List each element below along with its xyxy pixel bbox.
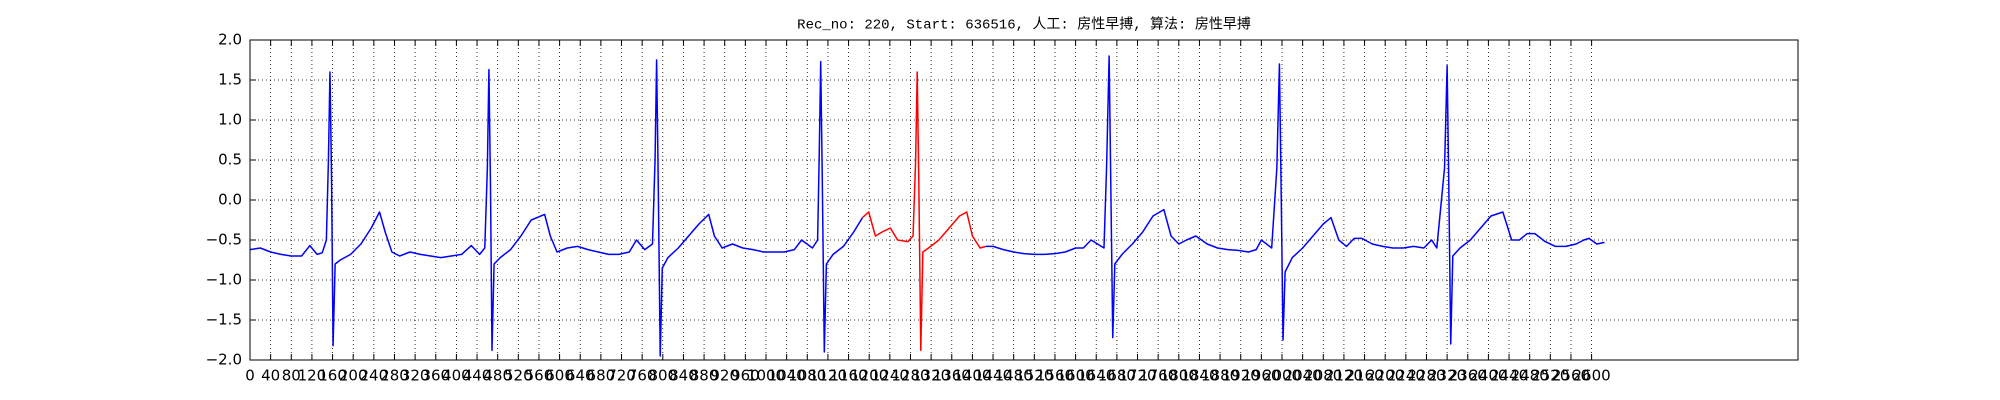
- plot-frame: [249, 39, 1799, 361]
- x-tick-label: 2440: [1490, 367, 1528, 385]
- x-tick-label: 160: [318, 367, 347, 385]
- x-tick-label: 480: [483, 367, 512, 385]
- x-tick-label: 2480: [1511, 367, 1549, 385]
- x-tick-label: 1040: [768, 367, 806, 385]
- x-tick-label: 240: [360, 367, 389, 385]
- x-tick-label: 40: [261, 367, 280, 385]
- x-tick-label: 880: [690, 367, 719, 385]
- x-tick-label: 400: [442, 367, 471, 385]
- y-tick-label: −1.0: [206, 271, 242, 289]
- x-tick-label: 360: [421, 367, 450, 385]
- x-tick-label: 440: [463, 367, 492, 385]
- y-tick-label: −1.5: [206, 311, 242, 329]
- x-tick-label: 640: [566, 367, 595, 385]
- x-tick-label: 2080: [1304, 367, 1342, 385]
- y-tick-label: −0.5: [206, 231, 242, 249]
- y-tick-label: 1.0: [218, 111, 242, 129]
- y-tick-label: −2.0: [206, 351, 242, 369]
- x-tick-label: 1960: [1242, 367, 1280, 385]
- x-tick-label: 840: [669, 367, 698, 385]
- x-tick-label: 1080: [788, 367, 826, 385]
- x-tick-label: 1760: [1139, 367, 1177, 385]
- x-tick-label: 1920: [1222, 367, 1260, 385]
- x-tick-label: 1840: [1180, 367, 1218, 385]
- x-tick-label: 2280: [1407, 367, 1445, 385]
- x-tick-label: 2520: [1531, 367, 1569, 385]
- x-tick-label: 1480: [995, 367, 1033, 385]
- x-tick-label: 120: [298, 367, 327, 385]
- x-tick-label: 1000: [747, 367, 785, 385]
- y-tick-label: 0.0: [218, 191, 242, 209]
- x-tick-label: 600: [545, 367, 574, 385]
- x-tick-label: 1240: [871, 367, 909, 385]
- ecg-line: [249, 55, 1605, 357]
- x-tick-label: 2320: [1428, 367, 1466, 385]
- x-tick-label: 2040: [1284, 367, 1322, 385]
- y-tick-label: 0.5: [218, 151, 242, 169]
- x-tick-label: 1400: [953, 367, 991, 385]
- y-tick-label: 1.5: [218, 71, 242, 89]
- x-tick-label: 960: [731, 367, 760, 385]
- x-tick-label: 2400: [1469, 367, 1507, 385]
- x-tick-label: 1560: [1036, 367, 1074, 385]
- x-tick-label: 1720: [1118, 367, 1156, 385]
- ecg-line: [861, 71, 987, 352]
- x-tick-label: 800: [648, 367, 677, 385]
- x-tick-label: 1200: [850, 367, 888, 385]
- x-tick-label: 280: [380, 367, 409, 385]
- x-tick-label: 920: [710, 367, 739, 385]
- x-tick-label: 0: [245, 367, 255, 385]
- x-tick-label: 1360: [933, 367, 971, 385]
- x-tick-label: 80: [282, 367, 301, 385]
- x-tick-label: 520: [504, 367, 533, 385]
- x-tick-label: 1120: [809, 367, 847, 385]
- x-tick-label: 1160: [829, 367, 867, 385]
- x-tick-label: 1320: [912, 367, 950, 385]
- x-tick-label: 1280: [891, 367, 929, 385]
- x-tick-label: 1520: [1015, 367, 1053, 385]
- x-tick-label: 1800: [1160, 367, 1198, 385]
- x-tick-label: 680: [587, 367, 616, 385]
- x-tick-label: 2240: [1387, 367, 1425, 385]
- x-tick-label: 2560: [1552, 367, 1590, 385]
- x-tick-label: 1880: [1201, 367, 1239, 385]
- x-tick-label: 2000: [1263, 367, 1301, 385]
- x-tick-label: 760: [628, 367, 657, 385]
- x-tick-label: 2600: [1573, 367, 1611, 385]
- x-tick-label: 2120: [1325, 367, 1363, 385]
- x-tick-label: 2360: [1449, 367, 1487, 385]
- y-tick-label: 2.0: [218, 31, 242, 49]
- x-tick-label: 560: [525, 367, 554, 385]
- x-tick-label: 1680: [1098, 367, 1136, 385]
- x-tick-label: 2160: [1345, 367, 1383, 385]
- chart-title: Rec_no: 220, Start: 636516, 人工: 房性早搏, 算法…: [797, 16, 1251, 34]
- x-tick-label: 200: [339, 367, 368, 385]
- x-tick-label: 320: [401, 367, 430, 385]
- x-tick-label: 1600: [1057, 367, 1095, 385]
- x-tick-label: 720: [607, 367, 636, 385]
- x-tick-label: 2200: [1366, 367, 1404, 385]
- x-tick-label: 1440: [974, 367, 1012, 385]
- x-tick-label: 1640: [1077, 367, 1115, 385]
